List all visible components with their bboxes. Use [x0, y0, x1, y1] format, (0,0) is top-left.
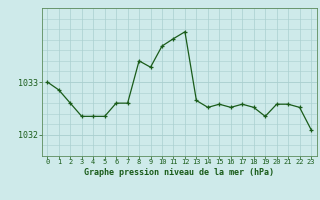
X-axis label: Graphe pression niveau de la mer (hPa): Graphe pression niveau de la mer (hPa)	[84, 168, 274, 177]
